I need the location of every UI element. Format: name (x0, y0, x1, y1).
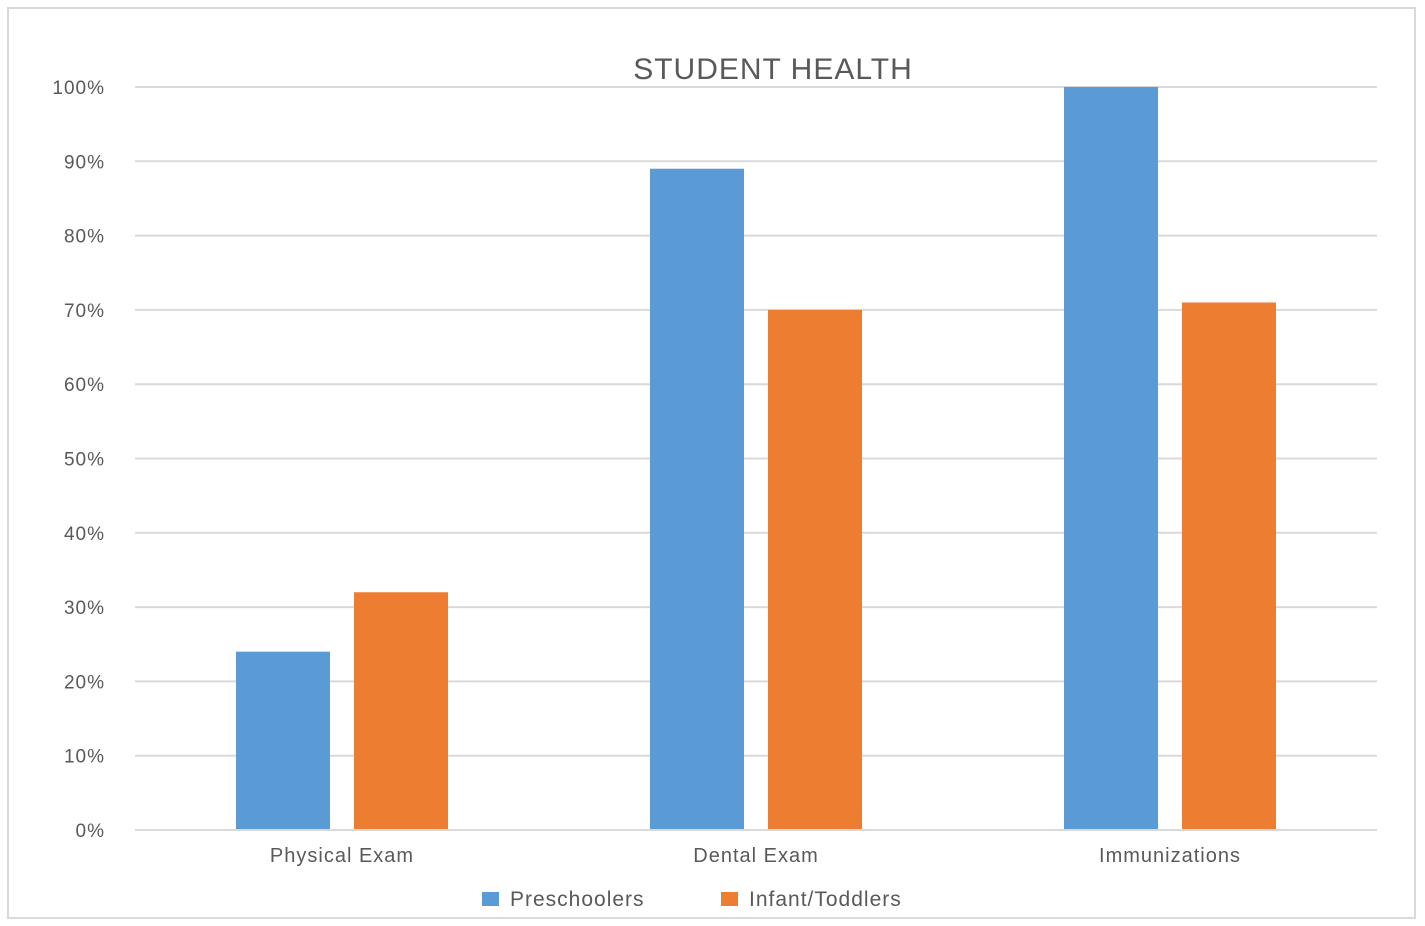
y-tick-label: 90% (64, 152, 105, 173)
y-tick-label: 20% (64, 672, 105, 693)
y-tick-label: 70% (64, 301, 105, 322)
legend-swatch (721, 892, 738, 906)
bars (236, 87, 1276, 831)
y-tick-label: 100% (52, 78, 105, 99)
chart-title: STUDENT HEALTH (633, 53, 913, 86)
bar-preschoolers-physical-exam (236, 651, 330, 830)
y-tick-label: 80% (64, 227, 105, 248)
y-tick-label: 30% (64, 598, 105, 619)
y-tick-label: 60% (64, 375, 105, 396)
bar-preschoolers-immunizations (1064, 87, 1158, 830)
bar-preschoolers-dental-exam (650, 168, 744, 831)
x-category-label: Immunizations (1099, 845, 1241, 867)
y-tick-label: 50% (64, 450, 105, 471)
legend-label: Preschoolers (510, 888, 645, 911)
x-category-label: Physical Exam (270, 845, 414, 867)
y-tick-label: 10% (64, 747, 105, 768)
legend-swatch (482, 892, 499, 906)
legend: Preschoolers Infant/Toddlers (482, 888, 902, 911)
y-tick-label: 40% (64, 524, 105, 545)
bar-infant-toddlers-dental-exam (768, 309, 862, 830)
y-tick-label: 0% (76, 821, 105, 842)
y-axis-ticks: 0% 10% 20% 30% 40% 50% 60% 70% 80% 90% 100% (52, 78, 105, 842)
x-axis-categories: Physical Exam Dental Exam Immunizations (135, 829, 1377, 867)
legend-label: Infant/Toddlers (749, 888, 902, 911)
bar-infant-toddlers-physical-exam (354, 592, 448, 830)
bar-infant-toddlers-immunizations (1182, 302, 1276, 831)
x-category-label: Dental Exam (693, 845, 819, 867)
